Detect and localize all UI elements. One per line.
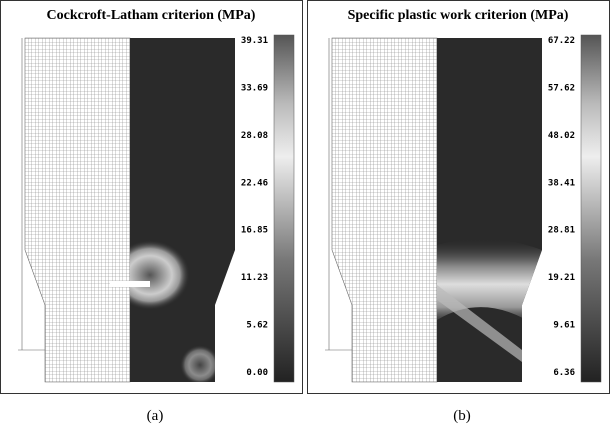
contour-blob (180, 345, 220, 382)
colorbar-tick-label: 67.22 (548, 36, 575, 46)
colorbar-tick-label: 16.85 (241, 226, 268, 236)
panel-border (0, 0, 303, 394)
colorbar-tick-label: 11.23 (241, 273, 268, 283)
contour-highlight (437, 238, 542, 362)
caption: (a) (147, 408, 164, 424)
contour-blob (130, 240, 190, 310)
panel: Cockcroft-Latham criterion (MPa) 39.31 33.… (0, 0, 303, 424)
colorbar-tick-label: 57.62 (548, 83, 575, 93)
caption: (b) (453, 408, 471, 424)
colorbar-tick-label: 39.31 (241, 36, 268, 46)
crack-marker (110, 281, 150, 287)
panel-title: Cockcroft-Latham criterion (MPa) (47, 8, 256, 23)
colorbar-tick-label: 38.41 (548, 178, 575, 188)
mesh (331, 37, 438, 383)
colorbar-tick-label: 5.62 (246, 321, 268, 331)
panel: Specific plastic work criterion (MPa) 67.… (307, 0, 610, 424)
colorbar-tick-label: 6.36 (553, 368, 575, 378)
colorbar-tick-label: 33.69 (241, 83, 268, 93)
colorbar-tick-label: 48.02 (548, 131, 575, 141)
panel-title: Specific plastic work criterion (MPa) (348, 8, 569, 23)
colorbar (273, 34, 295, 383)
mesh (24, 37, 131, 383)
colorbar-tick-label: 0.00 (246, 368, 268, 378)
contour-field (130, 38, 235, 382)
contour-band (437, 285, 522, 362)
colorbar (580, 34, 602, 383)
contour-highlight (130, 240, 220, 382)
colorbar-tick-label: 28.08 (241, 131, 268, 141)
colorbar-tick-label: 9.61 (553, 321, 575, 331)
colorbar-tick-label: 22.46 (241, 178, 268, 188)
colorbar-tick-label: 19.21 (548, 273, 575, 283)
colorbar-tick-label: 28.81 (548, 226, 575, 236)
